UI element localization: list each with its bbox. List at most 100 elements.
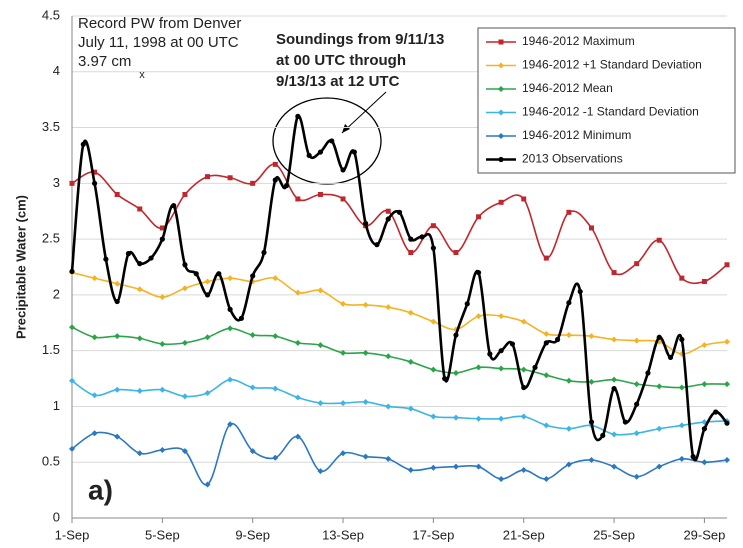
point xyxy=(374,242,380,248)
point xyxy=(385,208,391,214)
point xyxy=(136,450,143,457)
point xyxy=(521,384,527,391)
point xyxy=(634,261,640,267)
point xyxy=(363,220,369,227)
point xyxy=(588,419,595,425)
point xyxy=(611,376,618,383)
legend-marker xyxy=(498,156,504,163)
point xyxy=(340,196,346,202)
point xyxy=(678,455,685,462)
point xyxy=(317,468,324,475)
x-tick-label: 5-Sep xyxy=(145,527,180,542)
point xyxy=(543,330,550,337)
y-tick-label: 4.5 xyxy=(42,7,60,22)
point xyxy=(656,237,662,243)
point xyxy=(329,138,335,144)
point xyxy=(678,422,685,429)
point xyxy=(114,433,121,440)
point xyxy=(385,353,392,360)
point xyxy=(430,318,437,325)
point xyxy=(713,409,719,415)
point xyxy=(656,383,663,390)
point xyxy=(250,273,256,279)
point xyxy=(204,481,211,488)
point xyxy=(475,364,482,371)
point xyxy=(498,475,505,482)
point xyxy=(227,325,234,332)
point xyxy=(633,337,640,344)
panel-label: a) xyxy=(88,474,113,505)
point xyxy=(453,249,459,255)
point xyxy=(204,292,211,298)
legend-marker xyxy=(498,39,504,45)
y-tick-label: 0 xyxy=(53,509,60,524)
point xyxy=(272,161,278,167)
point xyxy=(204,334,211,341)
point xyxy=(294,339,301,346)
point xyxy=(588,333,595,340)
point xyxy=(295,113,301,119)
x-tick-label: 17-Sep xyxy=(412,527,454,542)
soundings-note: Soundings from 9/11/13 xyxy=(276,31,444,48)
point xyxy=(159,340,166,347)
x-tick-label: 21-Sep xyxy=(503,527,545,542)
point xyxy=(137,261,143,267)
point xyxy=(588,225,594,231)
y-tick-label: 0.5 xyxy=(42,454,60,469)
point xyxy=(227,175,233,181)
point xyxy=(193,271,199,277)
point xyxy=(498,313,505,320)
point xyxy=(678,384,685,391)
point xyxy=(475,269,482,276)
point xyxy=(136,387,143,394)
point xyxy=(91,275,98,282)
point xyxy=(159,225,165,231)
point xyxy=(679,275,685,281)
point xyxy=(588,378,595,385)
point xyxy=(249,384,256,391)
point xyxy=(407,358,414,365)
point xyxy=(91,180,98,186)
point xyxy=(611,463,618,470)
point xyxy=(181,285,188,292)
point xyxy=(283,182,290,189)
point xyxy=(249,448,256,455)
point xyxy=(181,448,188,455)
point xyxy=(272,454,279,461)
legend-label: 1946-2012 +1 Standard Deviation xyxy=(522,58,702,72)
point xyxy=(633,473,640,480)
point xyxy=(351,149,357,155)
point xyxy=(227,421,234,428)
point xyxy=(317,342,324,349)
point xyxy=(385,403,392,410)
point xyxy=(407,467,414,474)
point xyxy=(475,463,482,470)
point xyxy=(159,236,165,242)
point xyxy=(238,315,244,321)
highlight-ellipse xyxy=(272,97,382,185)
point xyxy=(91,334,98,341)
point xyxy=(340,349,347,356)
point xyxy=(633,430,640,437)
point xyxy=(498,415,505,422)
point xyxy=(103,256,109,262)
point xyxy=(645,370,651,376)
point xyxy=(701,426,708,432)
point xyxy=(430,223,436,229)
point xyxy=(600,432,606,439)
point xyxy=(555,336,561,343)
point xyxy=(114,298,120,305)
y-tick-label: 2 xyxy=(53,286,60,301)
legend-label: 1946-2012 Minimum xyxy=(522,128,631,142)
point xyxy=(565,425,572,432)
point xyxy=(724,420,730,426)
point xyxy=(453,332,459,338)
point xyxy=(701,342,708,349)
soundings-note: at 00 UTC through xyxy=(276,52,406,69)
point xyxy=(407,405,414,412)
point xyxy=(656,463,663,470)
point xyxy=(611,431,618,438)
point xyxy=(464,301,470,307)
arrow-head xyxy=(342,124,350,133)
point xyxy=(419,234,425,240)
